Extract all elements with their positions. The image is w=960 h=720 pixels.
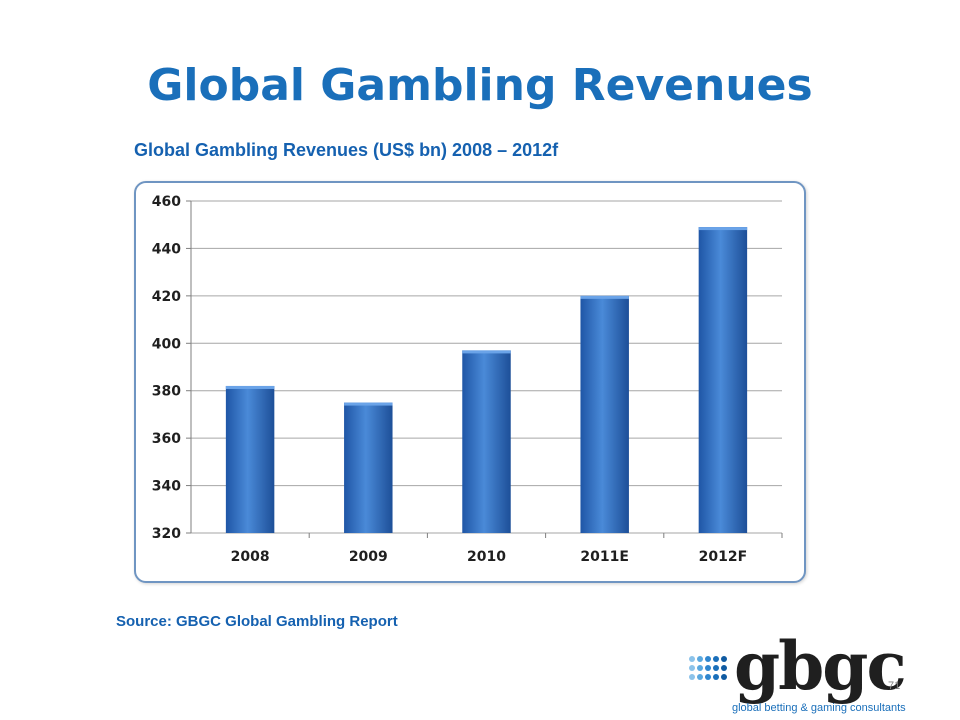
slide-title: Global Gambling Revenues xyxy=(147,60,813,111)
logo-dots-icon xyxy=(689,656,727,680)
bar-2008 xyxy=(225,385,275,533)
y-tick-label: 420 xyxy=(152,289,181,305)
y-tick-label: 380 xyxy=(152,384,181,400)
x-tick-label: 2010 xyxy=(467,549,506,565)
x-tick-label: 2009 xyxy=(349,549,388,565)
bar-top-highlight xyxy=(698,227,748,231)
y-tick-label: 460 xyxy=(152,194,181,210)
source-note: Source: GBGC Global Gambling Report xyxy=(116,613,398,630)
logo-wordmark: gbgc xyxy=(734,627,907,705)
bar-2010 xyxy=(462,350,511,533)
bar-2012f xyxy=(698,227,748,534)
bar-2009 xyxy=(344,402,393,533)
x-tick-label: 2012F xyxy=(699,549,748,565)
bar-top-highlight xyxy=(225,385,275,389)
bar-top-highlight xyxy=(344,402,393,406)
logo-tagline: global betting & gaming consultants xyxy=(732,702,906,714)
x-tick-label: 2008 xyxy=(231,549,270,565)
bar-chart: 320 340 360 380 400 420 440 460 2008 2009 2010 2011… xyxy=(152,194,783,565)
y-tick-label: 320 xyxy=(152,526,181,542)
y-tick-label: 340 xyxy=(152,479,181,495)
chart-frame: 320 340 360 380 400 420 440 460 2008 2009 2010 2011… xyxy=(134,181,806,583)
gbgc-logo: gbgc global betting & gaming consultants xyxy=(688,627,918,720)
bar-top-highlight xyxy=(580,295,629,299)
page-number: 71 xyxy=(888,680,901,692)
x-tick-label: 2011E xyxy=(580,549,629,565)
chart-title: Global Gambling Revenues (US$ bn) 2008 –… xyxy=(134,140,559,160)
y-tick-label: 440 xyxy=(152,241,181,257)
bar-2011e xyxy=(580,295,629,533)
bar-top-highlight xyxy=(462,350,511,354)
y-tick-label: 360 xyxy=(152,431,181,447)
y-tick-label: 400 xyxy=(152,336,181,352)
